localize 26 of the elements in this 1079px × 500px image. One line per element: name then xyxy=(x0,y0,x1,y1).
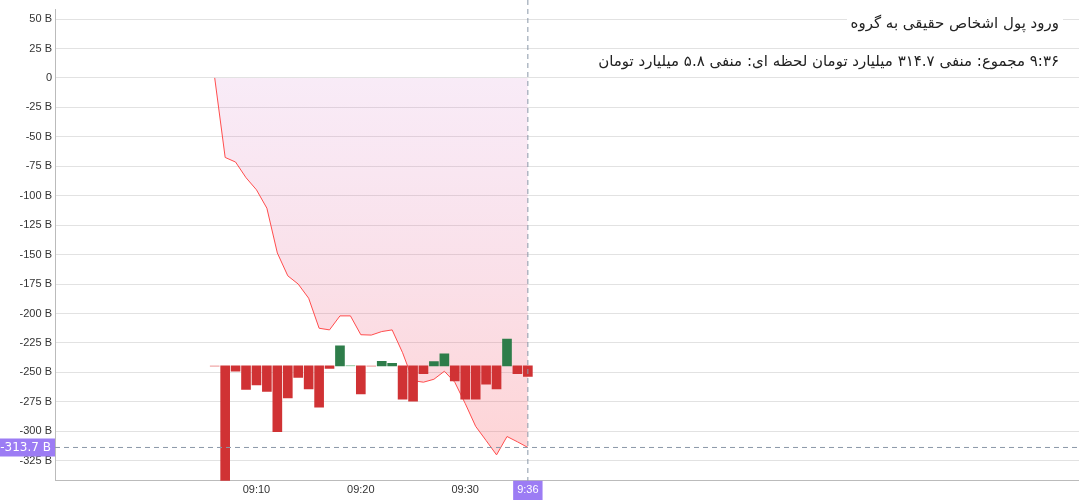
y-tick-label: -25 B xyxy=(25,100,52,113)
bar xyxy=(502,338,512,367)
ref-line-label: -313.7 B xyxy=(0,439,51,454)
y-tick-label: 50 B xyxy=(29,12,52,25)
y-tick-label: -275 B xyxy=(19,394,52,407)
y-tick-label: -175 B xyxy=(19,277,52,290)
y-tick-label: -225 B xyxy=(19,336,52,349)
y-tick-label: 25 B xyxy=(29,41,52,54)
x-tick-label: 09:10 xyxy=(242,483,271,496)
y-tick-label: -325 B xyxy=(19,453,52,466)
bar xyxy=(355,365,366,395)
x-tick-label: 09:30 xyxy=(451,483,479,496)
y-tick-label: -125 B xyxy=(19,218,52,231)
y-tick-label: -150 B xyxy=(19,247,52,260)
y-tick-label: -100 B xyxy=(19,188,52,201)
x-tick-label: 09:20 xyxy=(347,483,375,496)
x-tick-label: 9:36 xyxy=(517,483,539,496)
y-tick-label: -300 B xyxy=(19,424,52,437)
y-tick-label: -75 B xyxy=(25,159,52,172)
y-tick-label: -200 B xyxy=(19,306,52,319)
y-tick-label: -250 B xyxy=(19,365,52,378)
text: ۹:۳۶ مجموع: منفی ۳۱۴.۷ میلیارد تومان لحظه ای: منفی ۵.۸ میلیارد تومان xyxy=(594,52,1063,70)
bar xyxy=(335,345,345,367)
y-tick-label: -50 B xyxy=(25,129,52,142)
chart-title: ورود پول اشخاص حقیقی به گروه xyxy=(846,14,1063,32)
y-tick-label: 0 xyxy=(45,70,52,83)
